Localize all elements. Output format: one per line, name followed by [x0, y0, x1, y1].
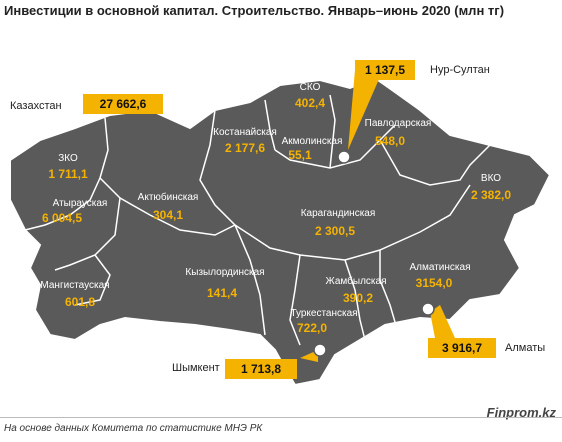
region-value: 6 004,5: [41, 211, 83, 225]
country-shape: [9, 76, 552, 387]
kazakhstan-label: Казахстан: [10, 100, 62, 112]
region-value: 402,4: [294, 96, 326, 110]
shymkent-pointer: [300, 350, 318, 362]
region-value: 390,2: [342, 291, 374, 305]
region-name: ВКО: [480, 173, 502, 184]
nur-sultan-value: 1 137,5: [355, 60, 415, 80]
region-name: ЗКО: [58, 153, 78, 164]
shymkent-marker: [313, 343, 327, 357]
region-value: 55,1: [288, 148, 312, 162]
shymkent-value: 1 713,8: [225, 359, 297, 379]
region-name: Кызылординская: [185, 267, 265, 278]
region-name: Атырауская: [52, 198, 108, 209]
region-value: 2 300,5: [314, 224, 356, 238]
region-value: 1 711,1: [48, 167, 88, 181]
region-name: Актюбинская: [137, 192, 199, 203]
region-name: Акмолинская: [281, 136, 343, 147]
nur-sultan-marker: [337, 150, 351, 164]
nur-sultan-label: Нур-Султан: [430, 64, 490, 76]
region-value: 601,8: [64, 295, 96, 309]
region-name: Павлодарская: [364, 118, 432, 129]
region-value: 722,0: [296, 321, 328, 335]
region-value: 548,0: [374, 134, 406, 148]
region-value: 3154,0: [415, 276, 453, 290]
kazakhstan-value: 27 662,6: [83, 94, 163, 114]
nur-sultan-pointer: [348, 70, 383, 150]
footer-divider: [0, 417, 562, 418]
brand-logo-text: Finprom.kz: [486, 405, 556, 420]
region-name: Жамбылская: [325, 276, 387, 287]
region-name: СКО: [299, 82, 321, 93]
shymkent-label: Шымкент: [172, 362, 220, 374]
region-value: 2 382,0: [470, 188, 512, 202]
chart-title: Инвестиции в основной капитал. Строитель…: [4, 3, 505, 18]
region-value: 304,1: [152, 208, 184, 222]
almaty-pointer: [430, 305, 455, 338]
region-name: Костанайская: [213, 127, 277, 138]
region-name: Туркестанская: [290, 308, 358, 319]
source-note: На основе данных Комитета по статистике …: [4, 423, 263, 434]
almaty-value: 3 916,7: [428, 338, 496, 358]
region-name: Алматинская: [409, 262, 471, 273]
almaty-label: Алматы: [505, 342, 546, 354]
region-value: 141,4: [206, 286, 238, 300]
region-value: 2 177,6: [224, 141, 266, 155]
almaty-marker: [421, 302, 435, 316]
region-name: Карагандинская: [300, 208, 376, 219]
region-borders: [24, 94, 491, 346]
region-name: Мангистауская: [40, 280, 110, 291]
